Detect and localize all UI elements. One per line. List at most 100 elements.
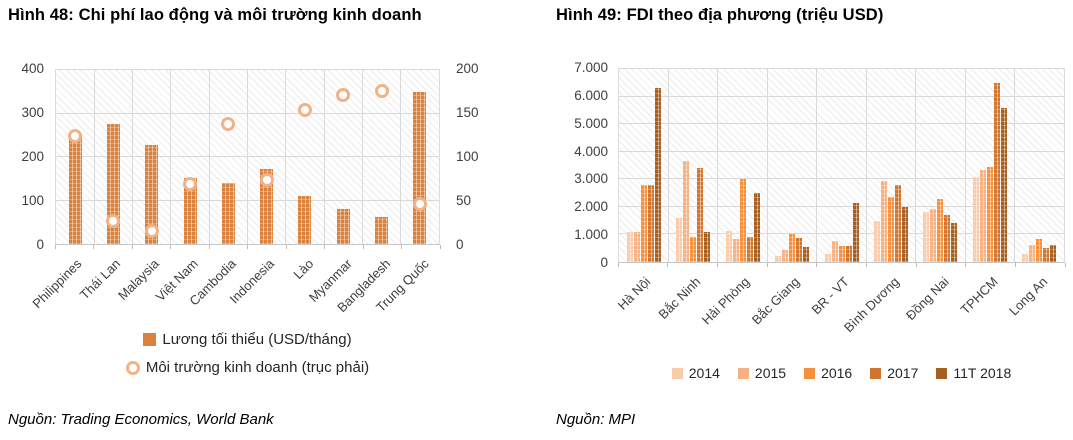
axis-tick-mark (362, 245, 364, 249)
business-env-point (144, 223, 159, 238)
fdi-bar-2017 (894, 184, 901, 262)
fdi-bar-11t-2018 (852, 202, 859, 262)
grid-line-vertical (816, 69, 818, 262)
fdi-bar-2016 (789, 234, 796, 262)
axis-tick-label: 5.000 (574, 115, 608, 131)
business-env-point (336, 88, 351, 103)
legend-item-2017: 2017 (870, 365, 918, 381)
axis-tick-label: 200 (21, 149, 44, 164)
axis-tick-label: 4.000 (574, 143, 608, 159)
axis-tick-mark (401, 245, 402, 249)
axis-tick-mark (208, 245, 210, 249)
legend-item-min-wage: Lương tối thiểu (USD/tháng) (143, 331, 352, 348)
figure-48-source: Nguồn: Trading Economics, World Bank (8, 411, 274, 428)
min-wage-bar (413, 91, 427, 244)
figure-48-title: Hình 48: Chi phí lao động và môi trường … (8, 6, 422, 24)
min-wage-bar (68, 135, 82, 244)
axis-tick-label: 150 (456, 105, 479, 120)
business-env-legend-label: Môi trường kinh doanh (trục phải) (145, 359, 370, 376)
legend-item-2015: 2015 (737, 365, 787, 381)
axis-tick-mark (170, 245, 171, 249)
min-wage-bar (298, 196, 312, 244)
fdi-bar-2015 (1029, 245, 1036, 262)
axis-tick-mark (816, 263, 818, 267)
fdi-bar-11t-2018 (1000, 107, 1007, 262)
axis-tick-mark (54, 245, 56, 249)
fdi-bar-2016 (640, 184, 647, 262)
axis-tick-label: 2.000 (574, 199, 608, 215)
grid-line-vertical (93, 70, 95, 244)
grid-line-vertical (915, 69, 917, 262)
fdi-bar-2016 (739, 179, 746, 262)
legend-label: 11T 2018 (953, 365, 1012, 381)
figure-49-value-axis: 0 1.000 2.000 3.000 4.000 5.000 6.000 7.000 (556, 60, 612, 270)
axis-tick-mark (285, 245, 287, 249)
fdi-bar-2015 (782, 250, 789, 262)
grid-line-vertical (1014, 69, 1016, 262)
axis-tick-mark (93, 245, 94, 249)
min-wage-bar (336, 209, 350, 244)
grid-line-vertical (361, 70, 363, 244)
min-wage-bar (221, 183, 235, 244)
grid-line-horizontal (619, 150, 1064, 152)
category-label: TPHCM (957, 274, 1002, 318)
category-label: Philippines (29, 256, 85, 312)
fdi-bar-2014 (626, 231, 633, 262)
business-env-point (374, 83, 389, 98)
figure-48-category-axis: Philippines Thái Lan Malaysia Việt Nam Cambo… (30, 245, 441, 330)
grid-line-vertical (247, 70, 248, 244)
business-env-point (183, 176, 198, 191)
grid-line-horizontal (619, 95, 1064, 97)
fdi-bar-2014 (676, 217, 683, 262)
legend-item-2016: 2016 (804, 365, 852, 381)
axis-tick-mark (716, 263, 718, 267)
legend-swatch-icon (870, 367, 882, 379)
category-label: Bắc Ninh (655, 274, 704, 322)
figure-49-source: Nguồn: MPI (556, 411, 636, 428)
axis-tick-label: 3.000 (574, 171, 608, 187)
category-label: Hà Nội (614, 274, 654, 313)
axis-tick-mark (131, 245, 133, 249)
fdi-bar-2014 (725, 230, 732, 262)
fdi-bar-2016 (690, 236, 697, 262)
business-env-point (297, 103, 312, 118)
grid-line-vertical (132, 70, 134, 244)
grid-line-horizontal (619, 178, 1064, 180)
axis-tick-label: 0 (36, 237, 44, 252)
fdi-bar-2017 (697, 168, 704, 262)
figure-48-left-axis: 0 100 200 300 400 (0, 61, 48, 252)
legend-label: 2017 (887, 365, 919, 381)
min-wage-swatch-icon (143, 333, 157, 346)
fdi-bar-2017 (993, 82, 1000, 262)
business-env-point (412, 196, 427, 211)
fdi-bar-2015 (979, 169, 986, 262)
legend-item-11t-2018: 11T 2018 (936, 365, 1011, 381)
grid-line-horizontal (619, 233, 1064, 235)
fdi-bar-2015 (633, 232, 640, 262)
figure-49-title: Hình 49: FDI theo địa phương (triệu USD) (556, 6, 884, 24)
grid-line-vertical (323, 70, 325, 244)
category-label: Long An (1006, 274, 1051, 319)
grid-line-vertical (865, 69, 867, 262)
axis-tick-mark (1064, 263, 1066, 267)
axis-tick-mark (915, 263, 917, 267)
axis-tick-label: 0 (600, 255, 608, 270)
legend-label: 2014 (688, 365, 720, 381)
grid-line-vertical (400, 70, 402, 244)
grid-line-vertical (717, 69, 719, 262)
figure-49-plot-area (618, 68, 1065, 263)
fdi-bar-2017 (845, 245, 852, 262)
fdi-bar-2015 (880, 180, 887, 262)
axis-tick-mark (324, 245, 325, 249)
grid-line-vertical (170, 70, 172, 244)
fdi-bar-2016 (937, 199, 944, 262)
business-env-point (106, 213, 121, 228)
grid-line-horizontal (619, 68, 1064, 69)
grid-line-vertical (208, 70, 210, 244)
category-label: Bắc Giang (748, 274, 803, 328)
fdi-bar-11t-2018 (654, 88, 661, 262)
axis-tick-mark (617, 263, 619, 267)
business-env-marker-icon (125, 360, 140, 375)
legend-label: 2015 (754, 365, 787, 381)
